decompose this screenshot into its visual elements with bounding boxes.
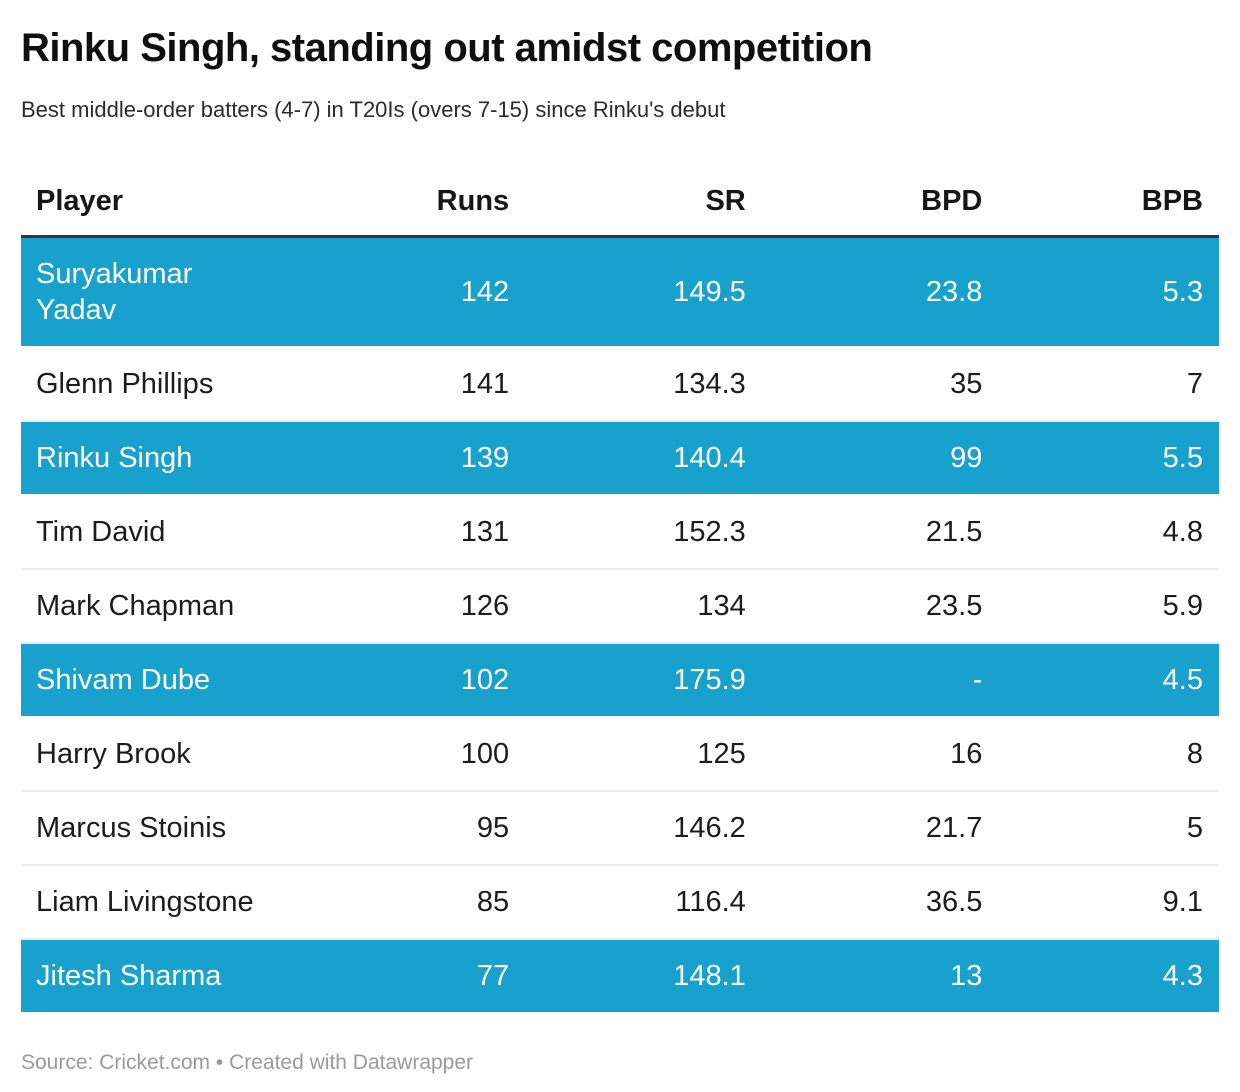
bpb-cell: 5.9 <box>1162 590 1203 622</box>
sr-cell: 116.4 <box>675 886 746 918</box>
player-name-cell: Glenn Phillips <box>36 368 214 400</box>
table-row: Rinku Singh 139 140.4 99 5.5 <box>21 421 1219 495</box>
bpb-cell: 5.5 <box>1162 442 1203 474</box>
runs-cell: 141 <box>460 368 510 400</box>
bpd-cell: 16 <box>950 738 983 770</box>
runs-cell: 139 <box>460 442 510 474</box>
stats-table: Player Runs SR BPD BPB Suryakumar Yadav … <box>21 184 1219 1012</box>
bpd-cell: 23.8 <box>925 276 983 308</box>
bpb-cell: 5 <box>1186 812 1203 844</box>
bpd-cell: 36.5 <box>925 886 983 918</box>
table-body: Suryakumar Yadav 142 149.5 23.8 5.3 Glen… <box>21 236 1219 1012</box>
sr-cell: 148.1 <box>673 960 746 992</box>
bpb-cell: 5.3 <box>1162 276 1203 308</box>
runs-cell: 102 <box>460 664 510 696</box>
sr-cell: 134.3 <box>673 368 746 400</box>
bpb-cell: 4.8 <box>1162 516 1203 548</box>
source-attribution: Source: Cricket.com • Created with Dataw… <box>21 1051 474 1074</box>
sr-cell: 149.5 <box>673 276 746 308</box>
table-row: Tim David 131 152.3 21.5 4.8 <box>21 495 1219 569</box>
player-name-cell: Tim David <box>36 516 166 548</box>
sr-cell: 146.2 <box>673 812 746 844</box>
bpd-cell: 13 <box>950 960 983 992</box>
player-name-cell: Jitesh Sharma <box>36 960 222 992</box>
bpb-cell: 7 <box>1186 368 1203 400</box>
table-row: Suryakumar Yadav 142 149.5 23.8 5.3 <box>21 236 1219 347</box>
bpb-cell: 4.3 <box>1162 960 1203 992</box>
column-header-bpb: BPB <box>982 184 1219 238</box>
player-name-cell: Suryakumar Yadav <box>36 258 193 326</box>
bpd-cell: 21.5 <box>925 516 983 548</box>
sr-cell: 152.3 <box>673 516 746 548</box>
column-header-runs: Runs <box>272 184 510 238</box>
bpd-cell: 21.7 <box>925 812 983 844</box>
player-name-cell: Liam Livingstone <box>36 886 254 918</box>
chart-title: Rinku Singh, standing out amidst competi… <box>21 26 873 70</box>
runs-cell: 85 <box>476 886 510 918</box>
table-row: Liam Livingstone 85 116.4 36.5 9.1 <box>21 865 1219 939</box>
player-name-cell: Harry Brook <box>36 738 191 770</box>
runs-cell: 100 <box>460 738 510 770</box>
column-header-sr: SR <box>509 184 746 238</box>
table-row: Shivam Dube 102 175.9 - 4.5 <box>21 643 1219 717</box>
sr-cell: 140.4 <box>673 442 746 474</box>
bpd-cell: - <box>972 664 983 696</box>
bpb-cell: 4.5 <box>1162 664 1203 696</box>
runs-cell: 142 <box>460 276 510 308</box>
bpd-cell: 23.5 <box>925 590 983 622</box>
bpb-cell: 9.1 <box>1162 886 1203 918</box>
table-row: Mark Chapman 126 134 23.5 5.9 <box>21 569 1219 643</box>
runs-cell: 131 <box>460 516 510 548</box>
table-row: Glenn Phillips 141 134.3 35 7 <box>21 347 1219 421</box>
runs-cell: 95 <box>476 812 510 844</box>
player-name-cell: Rinku Singh <box>36 442 193 474</box>
table-header-row: Player Runs SR BPD BPB <box>21 184 1219 238</box>
player-name-cell: Shivam Dube <box>36 664 211 696</box>
player-name-cell: Mark Chapman <box>36 590 235 622</box>
runs-cell: 126 <box>460 590 510 622</box>
player-name-cell: Marcus Stoinis <box>36 812 227 844</box>
sr-cell: 125 <box>697 738 746 770</box>
table-row: Jitesh Sharma 77 148.1 13 4.3 <box>21 939 1219 1012</box>
bpd-cell: 99 <box>950 442 983 474</box>
column-header-player: Player <box>21 184 273 238</box>
bpd-cell: 35 <box>950 368 983 400</box>
chart-subtitle: Best middle-order batters (4-7) in T20Is… <box>21 97 726 122</box>
bpb-cell: 8 <box>1186 738 1203 770</box>
sr-cell: 175.9 <box>673 664 746 696</box>
runs-cell: 77 <box>476 960 510 992</box>
table-row: Marcus Stoinis 95 146.2 21.7 5 <box>21 791 1219 865</box>
column-header-bpd: BPD <box>745 184 983 238</box>
sr-cell: 134 <box>697 590 746 622</box>
table-row: Harry Brook 100 125 16 8 <box>21 717 1219 791</box>
